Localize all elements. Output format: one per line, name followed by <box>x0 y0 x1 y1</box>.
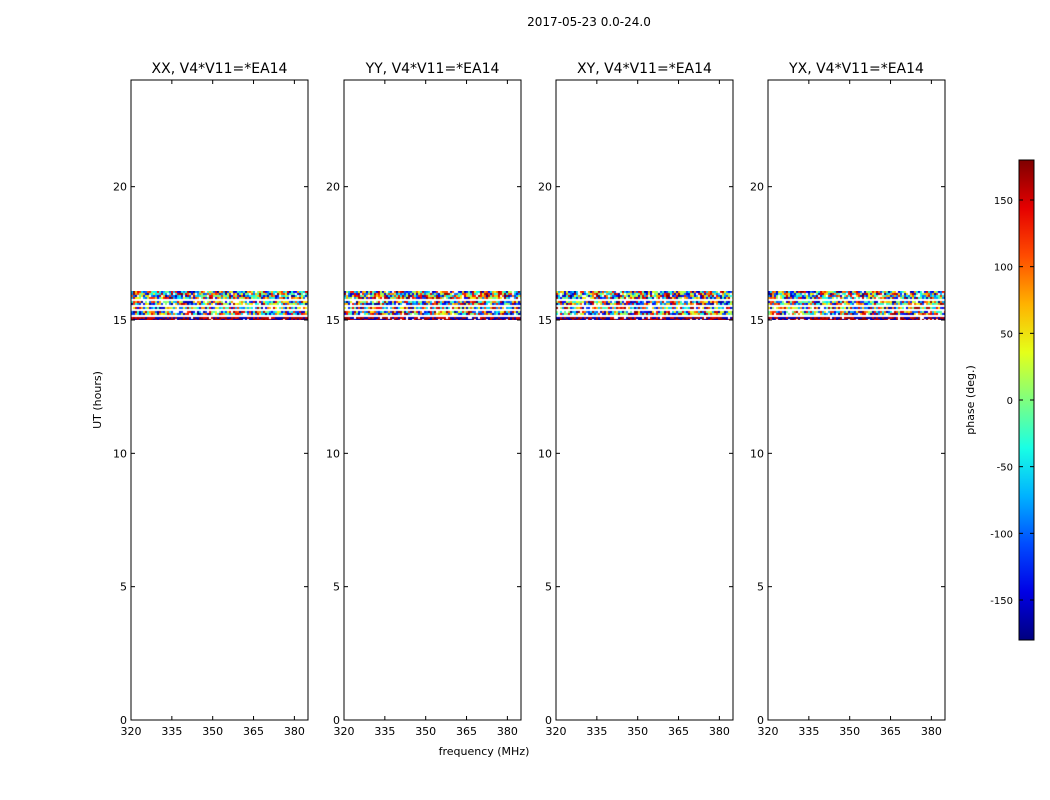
x-tick-label: 350 <box>627 725 648 738</box>
y-tick-label: 20 <box>113 181 127 194</box>
y-tick-label: 15 <box>750 314 764 327</box>
axes-frame <box>130 79 309 721</box>
y-tick-label: 10 <box>750 447 764 460</box>
y-tick-label: 15 <box>538 314 552 327</box>
colorbar-tick-label: -150 <box>990 596 1013 607</box>
y-tick-label: 10 <box>538 447 552 460</box>
colorbar-tick-label: 50 <box>1000 329 1013 340</box>
x-tick-label: 365 <box>668 725 689 738</box>
x-tick-label: 320 <box>121 725 142 738</box>
panel-title: XY, V4*V11=*EA14 <box>577 61 712 77</box>
x-tick-label: 335 <box>161 725 182 738</box>
panel-title: YX, V4*V11=*EA14 <box>788 61 924 77</box>
y-tick-label: 15 <box>113 314 127 327</box>
colorbar-tick-label: -100 <box>990 529 1013 540</box>
x-tick-label: 350 <box>202 725 223 738</box>
panel-title: YY, V4*V11=*EA14 <box>365 61 500 77</box>
x-tick-label: 380 <box>284 725 305 738</box>
colorbar-tick-label: 150 <box>994 196 1013 207</box>
axes-frame <box>555 79 734 721</box>
x-tick-label: 380 <box>921 725 942 738</box>
x-tick-label: 320 <box>758 725 779 738</box>
figure-title: 2017-05-23 0.0-24.0 <box>527 15 651 29</box>
y-tick-label: 5 <box>120 581 127 594</box>
y-tick-label: 15 <box>326 314 340 327</box>
y-tick-label: 10 <box>326 447 340 460</box>
colorbar-tick-label: 100 <box>994 263 1013 274</box>
x-tick-label: 350 <box>839 725 860 738</box>
y-tick-label: 5 <box>333 581 340 594</box>
y-tick-label: 20 <box>750 181 764 194</box>
colorbar-tick-label: -50 <box>997 463 1013 474</box>
x-tick-label: 365 <box>243 725 264 738</box>
heatmap-band-xx <box>131 290 308 320</box>
x-tick-label: 365 <box>880 725 901 738</box>
y-axis-label: UT (hours) <box>91 371 104 429</box>
x-tick-label: 380 <box>497 725 518 738</box>
x-tick-label: 365 <box>456 725 477 738</box>
x-tick-label: 335 <box>798 725 819 738</box>
axes-frame <box>343 79 522 721</box>
heatmap-band-yy <box>344 290 521 320</box>
x-tick-label: 320 <box>546 725 567 738</box>
colorbar-label: phase (deg.) <box>964 365 977 435</box>
x-tick-label: 350 <box>415 725 436 738</box>
y-tick-label: 20 <box>538 181 552 194</box>
y-tick-label: 5 <box>757 581 764 594</box>
x-tick-label: 335 <box>586 725 607 738</box>
colorbar-tick-label: 0 <box>1007 396 1013 407</box>
y-tick-label: 20 <box>326 181 340 194</box>
x-tick-label: 320 <box>334 725 355 738</box>
x-tick-label: 335 <box>374 725 395 738</box>
y-tick-label: 0 <box>757 714 764 727</box>
heatmap-band-xy <box>556 290 733 320</box>
x-tick-label: 380 <box>709 725 730 738</box>
y-tick-label: 5 <box>545 581 552 594</box>
panel-title: XX, V4*V11=*EA14 <box>152 61 288 77</box>
axes-frame <box>767 79 946 721</box>
heatmap-band-yx <box>768 290 945 320</box>
y-tick-label: 0 <box>333 714 340 727</box>
y-tick-label: 0 <box>120 714 127 727</box>
y-tick-label: 10 <box>113 447 127 460</box>
y-tick-label: 0 <box>545 714 552 727</box>
x-axis-label: frequency (MHz) <box>439 745 530 758</box>
